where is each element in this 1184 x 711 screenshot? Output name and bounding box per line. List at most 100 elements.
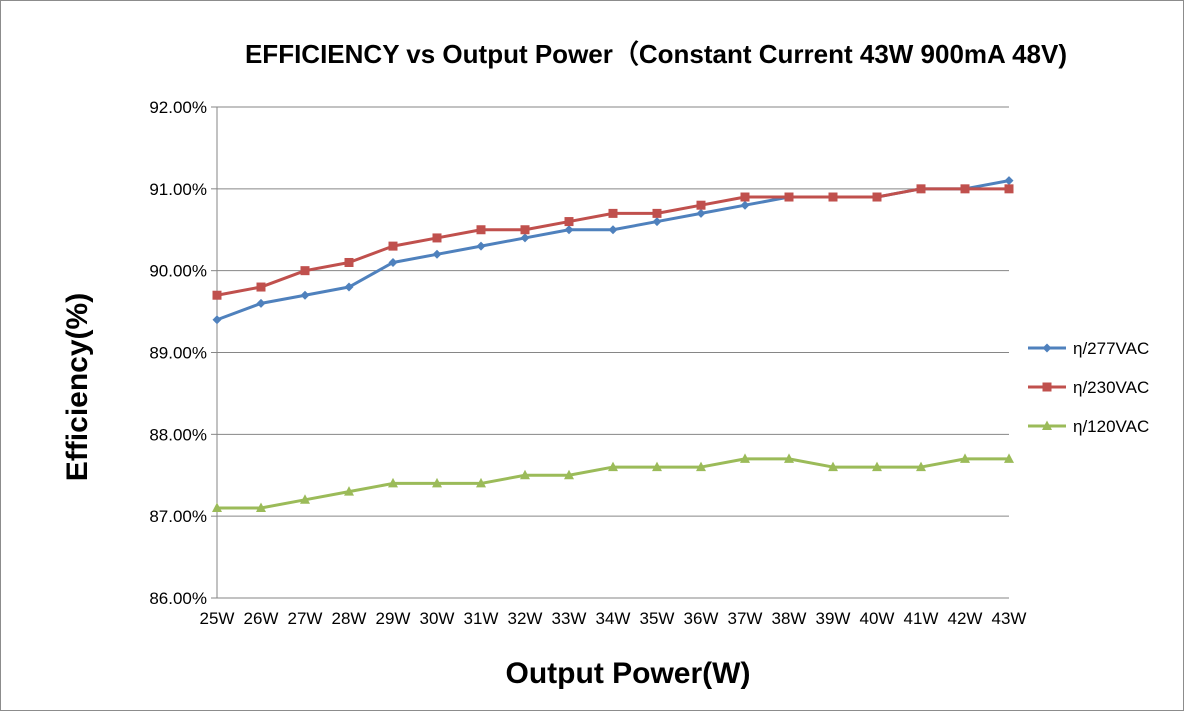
- x-tick-label: 33W: [552, 609, 587, 628]
- data-point: [344, 282, 354, 292]
- y-axis-title: Efficiency(%): [61, 293, 94, 481]
- data-point: [388, 257, 398, 267]
- data-point: [476, 225, 486, 235]
- y-tick-label: 86.00%: [149, 589, 207, 608]
- legend-marker: [1042, 420, 1052, 430]
- legend-item: η/230VAC: [1028, 378, 1149, 397]
- data-point: [432, 233, 442, 243]
- data-point: [608, 225, 618, 235]
- data-point: [784, 192, 794, 202]
- legend-marker: [1042, 382, 1052, 392]
- x-tick-label: 29W: [376, 609, 411, 628]
- gridlines: [217, 106, 1009, 517]
- data-point: [916, 461, 926, 472]
- x-tick-label: 43W: [992, 609, 1027, 628]
- data-point: [564, 469, 574, 480]
- y-tick-label: 88.00%: [149, 425, 207, 444]
- data-point: [300, 494, 310, 504]
- data-point: [212, 315, 222, 325]
- data-point: [696, 200, 706, 210]
- data-point: [608, 208, 618, 218]
- data-point: [256, 502, 266, 512]
- legend-label: η/277VAC: [1073, 339, 1149, 358]
- y-tick-label: 90.00%: [149, 262, 207, 281]
- x-tick-label: 38W: [772, 609, 807, 628]
- x-tick-label: 41W: [904, 609, 939, 628]
- y-tick-labels: 86.00% 87.00% 88.00% 89.00% 90.00% 91.00% 92.0…: [149, 98, 207, 608]
- data-point: [388, 477, 398, 488]
- data-point: [608, 461, 618, 472]
- data-point: [960, 184, 970, 194]
- data-point: [212, 502, 222, 512]
- data-point: [432, 477, 442, 488]
- series-1: [212, 176, 1014, 325]
- x-tick-label: 27W: [288, 609, 323, 628]
- x-tick-label: 26W: [244, 609, 279, 628]
- series-line: [216, 179, 1010, 322]
- data-point: [784, 453, 794, 463]
- data-point: [652, 217, 662, 227]
- x-tick-label: 35W: [640, 609, 675, 628]
- x-tick-label: 28W: [332, 609, 367, 628]
- legend-item: η/277VAC: [1028, 339, 1149, 358]
- data-point: [828, 461, 838, 472]
- data-point: [520, 225, 530, 235]
- x-tick-label: 34W: [596, 609, 631, 628]
- data-point: [652, 208, 662, 218]
- x-tick-label: 42W: [948, 609, 983, 628]
- x-tick-label: 30W: [420, 609, 455, 628]
- data-point: [344, 486, 354, 496]
- axes: [211, 106, 1009, 599]
- legend-marker: [1042, 343, 1052, 353]
- data-point: [960, 453, 970, 463]
- x-tick-label: 36W: [684, 609, 719, 628]
- data-point: [520, 233, 530, 243]
- data-point: [696, 208, 706, 218]
- series-2: [212, 184, 1014, 300]
- data-point: [256, 282, 266, 292]
- data-point: [872, 192, 882, 202]
- data-point: [564, 217, 574, 227]
- data-point: [872, 461, 882, 472]
- data-point: [564, 225, 574, 235]
- data-point: [476, 241, 486, 251]
- data-point: [1004, 176, 1014, 186]
- data-point: [256, 298, 266, 308]
- data-point: [1004, 453, 1014, 463]
- data-point: [652, 461, 662, 472]
- x-tick-label: 31W: [464, 609, 499, 628]
- data-point: [476, 477, 486, 488]
- data-point: [212, 290, 222, 300]
- data-point: [916, 184, 926, 194]
- y-tick-label: 91.00%: [149, 180, 207, 199]
- x-tick-label: 32W: [508, 609, 543, 628]
- y-tick-label: 92.00%: [149, 98, 207, 117]
- data-point: [388, 241, 398, 251]
- data-point: [740, 200, 750, 210]
- data-point: [520, 469, 530, 480]
- series-3: [212, 453, 1014, 512]
- chart-title: EFFICIENCY vs Output Power（Constant Curr…: [245, 39, 1067, 69]
- legend-item: η/120VAC: [1028, 417, 1149, 436]
- legend-label: η/120VAC: [1073, 417, 1149, 436]
- legend: η/277VAC η/230VAC η/120VAC: [1028, 339, 1149, 436]
- x-tick-label: 39W: [816, 609, 851, 628]
- series-line: [216, 187, 1009, 297]
- data-point: [828, 192, 838, 202]
- data-point: [1004, 184, 1014, 194]
- y-tick-label: 89.00%: [149, 344, 207, 363]
- data-point: [740, 453, 750, 463]
- x-tick-labels: 25W 26W 27W 28W 29W 30W 31W 32W 33W 34W 35W 36W 37W 3…: [200, 609, 1027, 628]
- data-point: [740, 192, 750, 202]
- x-tick-label: 37W: [728, 609, 763, 628]
- data-point: [696, 461, 706, 472]
- data-point: [344, 257, 354, 267]
- x-tick-label: 40W: [860, 609, 895, 628]
- series-lines: [212, 176, 1014, 512]
- data-point: [432, 249, 442, 259]
- x-axis-title: Output Power(W): [506, 657, 751, 690]
- y-tick-label: 87.00%: [149, 507, 207, 526]
- data-point: [300, 290, 310, 300]
